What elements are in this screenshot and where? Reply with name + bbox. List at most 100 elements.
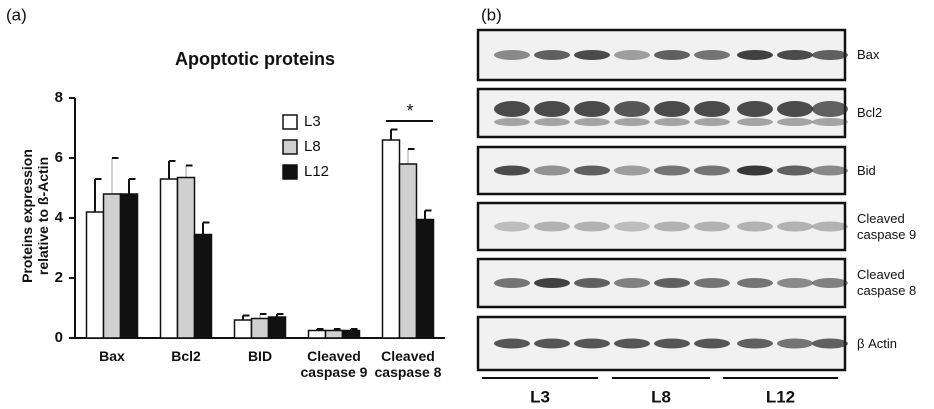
- chart-title: Apoptotic proteins: [175, 49, 335, 69]
- y-tick-label: 0: [55, 329, 63, 346]
- blot-band: [777, 118, 813, 126]
- x-tick-label: Cleaved caspase 8: [374, 348, 442, 380]
- blot-frame: [476, 201, 847, 252]
- bar: [119, 193, 139, 339]
- blot-row-label: β Actin: [857, 335, 897, 351]
- blot-band: [534, 338, 570, 349]
- blot-band: [812, 338, 848, 349]
- blot-band: [534, 101, 570, 117]
- blot-band: [614, 221, 650, 232]
- blot-band: [614, 50, 650, 60]
- y-axis-label: Proteins expression relative to ß-Actin: [19, 149, 51, 283]
- blot-band: [777, 101, 813, 117]
- blot-band: [777, 338, 813, 349]
- blot-row-label: Bid: [857, 162, 876, 178]
- y-tick-label: 2: [55, 269, 63, 286]
- blot-band: [737, 221, 773, 232]
- bar: [341, 329, 361, 339]
- group-label: L8: [651, 387, 671, 406]
- group-label: L3: [530, 387, 550, 406]
- blot-band: [654, 338, 690, 349]
- y-tick-label: 8: [55, 89, 63, 106]
- blot-band: [494, 101, 530, 117]
- x-tick-label: Bax: [99, 348, 125, 364]
- blot-band: [654, 165, 690, 176]
- blot-band: [654, 101, 690, 117]
- bar: [193, 233, 213, 339]
- blot-band: [654, 50, 690, 60]
- blot-band: [574, 221, 610, 232]
- bar: [381, 139, 401, 339]
- blot-band: [777, 221, 813, 232]
- blot-band: [812, 278, 848, 288]
- blot-band: [737, 338, 773, 349]
- bar: [307, 329, 327, 339]
- blot-band: [614, 118, 650, 126]
- y-tick-label: 4: [55, 209, 64, 226]
- blot-band: [737, 165, 773, 176]
- blot-band: [574, 338, 610, 349]
- blot-band: [574, 278, 610, 288]
- x-tick-label: Bcl2: [171, 348, 201, 364]
- blot-band: [494, 221, 530, 232]
- blot-band: [494, 165, 530, 176]
- blot-band: [574, 165, 610, 176]
- blot-band: [534, 50, 570, 60]
- blot-band: [534, 118, 570, 126]
- blot-band: [534, 165, 570, 176]
- blot-band: [574, 118, 610, 126]
- blot-band: [614, 101, 650, 117]
- blot-band: [534, 278, 570, 288]
- bar: [398, 163, 418, 339]
- blot-band: [694, 50, 730, 60]
- blot-band: [694, 165, 730, 176]
- blot-band: [812, 221, 848, 232]
- blot-band: [737, 278, 773, 288]
- bar: [267, 316, 287, 339]
- legend-swatch: [282, 139, 298, 155]
- blot-row-label: Bax: [857, 47, 880, 62]
- blot-band: [574, 50, 610, 60]
- blot-band: [777, 50, 813, 60]
- blot-band: [812, 118, 848, 126]
- blot-band: [737, 50, 773, 60]
- blot-band: [694, 101, 730, 117]
- blot-band: [494, 50, 530, 60]
- bar: [324, 329, 344, 339]
- bar: [415, 218, 435, 339]
- legend-label: L3: [304, 113, 321, 130]
- blot-band: [737, 118, 773, 126]
- bar: [250, 317, 270, 339]
- bar: [233, 319, 253, 339]
- panel-label: (a): [6, 5, 27, 24]
- legend-label: L12: [304, 163, 329, 180]
- bar: [85, 211, 105, 339]
- blot-band: [654, 278, 690, 288]
- bar: [102, 193, 122, 339]
- legend-label: L8: [304, 138, 321, 155]
- blot-band: [494, 118, 530, 126]
- blot-band: [812, 101, 848, 117]
- blot-band: [614, 278, 650, 288]
- blot-band: [654, 118, 690, 126]
- x-tick-label: Cleaved caspase 9: [300, 348, 368, 380]
- legend-swatch: [282, 164, 298, 180]
- group-label: L12: [766, 387, 795, 406]
- blot-band: [694, 118, 730, 126]
- legend-swatch: [282, 114, 298, 130]
- panel-label: (b): [481, 5, 502, 24]
- bar: [176, 176, 196, 339]
- blot-band: [614, 338, 650, 349]
- blot-band: [777, 165, 813, 176]
- blot-band: [534, 221, 570, 232]
- blot-band: [654, 221, 690, 232]
- blot-row-label: Cleaved caspase 8: [857, 267, 917, 298]
- blot-band: [694, 221, 730, 232]
- blot-row-label: Cleaved caspase 9: [857, 210, 917, 242]
- y-tick-label: 6: [55, 149, 63, 166]
- x-tick-label: BID: [247, 348, 273, 364]
- bar: [159, 178, 179, 339]
- blot-band: [694, 278, 730, 288]
